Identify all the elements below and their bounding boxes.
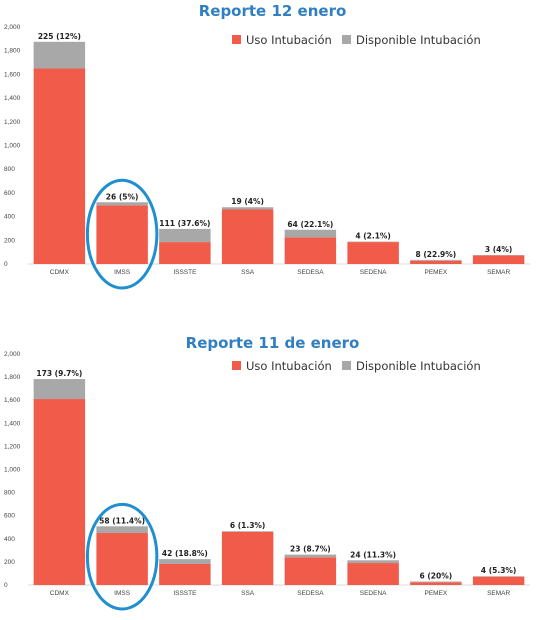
x-tick-label: ISSSTE [173, 269, 197, 276]
y-tick-label: 1,800 [4, 48, 21, 55]
highlight-ellipse [85, 178, 159, 290]
y-tick-label: 600 [4, 513, 15, 520]
legend-swatch-uso [232, 35, 241, 44]
y-tick-label: 1,400 [4, 420, 21, 427]
y-tick-label: 200 [4, 559, 15, 566]
y-tick-label: 1,000 [4, 143, 21, 150]
legend-label-uso: Uso Intubación [246, 359, 332, 373]
y-tick-label: 600 [4, 190, 15, 197]
bar-disponible-ssa [221, 207, 274, 210]
x-tick-label: SEDESA [297, 590, 324, 597]
y-tick-label: 1,600 [4, 71, 21, 78]
bar-disponible-imss [96, 526, 148, 534]
y-tick-label: 1,400 [4, 95, 21, 102]
data-label: 26 (5%) [106, 192, 139, 201]
y-tick-label: 200 [4, 237, 15, 244]
legend-label-disponible: Disponible Intubación [356, 359, 481, 373]
data-label: 6 (20%) [420, 572, 453, 581]
bar-disponible-sedena [347, 560, 399, 564]
data-label: 58 (11.4%) [99, 516, 145, 525]
data-label: 23 (8.7%) [290, 545, 331, 554]
data-label: 64 (22.1%) [287, 220, 333, 229]
y-tick-label: 1,600 [4, 397, 21, 404]
y-tick-label: 1,200 [4, 119, 21, 126]
bar-uso-ssa [221, 531, 274, 585]
legend-swatch-disponible [342, 361, 351, 370]
bar-chart-reporte-12: 0 200 400 600 800 1,000 1,200 1,400 1,600 1,800 2,… [4, 24, 530, 290]
chart-panel-reporte-12: Reporte 12 enero 0 200 400 600 800 1,000 1,200… [0, 0, 545, 300]
x-tick-label: SEDENA [360, 269, 387, 276]
x-tick-label: IMSS [114, 590, 131, 597]
data-label: 173 (9.7%) [36, 369, 82, 378]
x-tick-label: SEDENA [360, 590, 387, 597]
y-tick-label: 2,000 [4, 351, 21, 358]
data-label: 4 (2.1%) [355, 232, 391, 241]
bar-disponible-sedesa [284, 554, 337, 558]
data-label: 19 (4%) [231, 197, 264, 206]
bar-uso-semar [472, 255, 525, 264]
bar-uso-cdmx [33, 399, 86, 585]
x-tick-label: PEMEX [424, 269, 447, 276]
data-label: 24 (11.3%) [350, 550, 396, 559]
x-tick-label: SEMAR [487, 269, 510, 276]
data-label: 4 (5.3%) [481, 566, 517, 575]
bar-disponible-sedesa [284, 229, 337, 238]
y-tick-label: 400 [4, 214, 15, 221]
y-tick-label: 800 [4, 490, 15, 497]
bar-disponible-cdmx [33, 41, 86, 69]
data-label: 111 (37.6%) [159, 219, 210, 228]
x-tick-label: SSA [241, 590, 255, 597]
bar-uso-ssa [221, 209, 274, 264]
bar-uso-cdmx [33, 68, 86, 264]
bar-uso-sedesa [284, 557, 337, 585]
y-tick-label: 1,800 [4, 374, 21, 381]
x-tick-label: ISSSTE [173, 590, 197, 597]
bar-disponible-pemex [410, 259, 462, 261]
bar-uso-pemex [410, 260, 462, 264]
y-tick-label: 1,000 [4, 467, 21, 474]
data-label: 6 (1.3%) [230, 521, 266, 530]
chart-title: Reporte 12 enero [198, 2, 347, 20]
data-label: 225 (12%) [38, 32, 81, 41]
legend-label-disponible: Disponible Intubación [356, 33, 481, 47]
y-tick-label: 0 [4, 582, 8, 589]
bar-chart-reporte-11: 0 200 400 600 800 1,000 1,200 1,400 1,600 1,800 2,… [4, 351, 530, 611]
bar-uso-pemex [410, 582, 462, 585]
x-tick-label: SSA [241, 269, 255, 276]
y-tick-label: 400 [4, 536, 15, 543]
x-tick-label: CDMX [50, 590, 70, 597]
y-tick-label: 2,000 [4, 24, 21, 31]
bar-uso-issste [159, 242, 211, 264]
bar-uso-issste [159, 563, 211, 585]
data-label: 3 (4%) [485, 245, 512, 254]
bar-uso-sedena [347, 242, 399, 264]
x-tick-label: PEMEX [424, 590, 447, 597]
bar-uso-sedesa [284, 237, 337, 264]
x-tick-label: CDMX [50, 269, 70, 276]
bar-uso-sedena [347, 563, 399, 585]
data-label: 42 (18.8%) [162, 549, 208, 558]
legend-label-uso: Uso Intubación [246, 33, 332, 47]
bar-disponible-issste [159, 228, 211, 243]
y-tick-label: 800 [4, 166, 15, 173]
bar-disponible-pemex [410, 581, 462, 583]
y-tick-label: 0 [4, 261, 8, 268]
chart-panel-reporte-11: Reporte 11 de enero 0 200 400 600 800 1,000 1,… [0, 332, 545, 620]
bar-disponible-imss [96, 202, 148, 206]
chart-title: Reporte 11 de enero [185, 334, 360, 352]
y-tick-label: 1,200 [4, 443, 21, 450]
bar-uso-imss [96, 533, 148, 585]
x-tick-label: IMSS [114, 269, 131, 276]
bar-disponible-ssa [221, 531, 274, 532]
bar-disponible-issste [159, 559, 211, 564]
data-label: 8 (22.9%) [416, 250, 457, 259]
legend-swatch-disponible [342, 35, 351, 44]
highlight-ellipse [85, 502, 159, 611]
bar-uso-semar [472, 576, 525, 585]
legend-swatch-uso [232, 361, 241, 370]
bar-disponible-cdmx [33, 379, 86, 400]
x-tick-label: SEDESA [297, 269, 324, 276]
bar-uso-imss [96, 205, 148, 264]
x-tick-label: SEMAR [487, 590, 510, 597]
